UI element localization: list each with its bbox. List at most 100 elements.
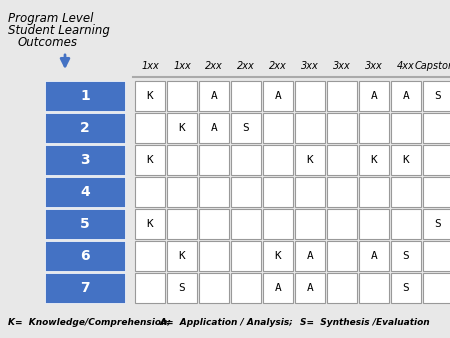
Text: K: K xyxy=(306,155,313,165)
Text: A: A xyxy=(306,283,313,293)
Bar xyxy=(199,273,229,303)
Bar xyxy=(167,81,197,111)
Bar xyxy=(45,177,125,207)
Text: 7: 7 xyxy=(80,281,90,295)
Text: Student Learning: Student Learning xyxy=(8,24,110,37)
Text: 3xx: 3xx xyxy=(365,61,383,71)
Text: Capstone: Capstone xyxy=(415,61,450,71)
Bar xyxy=(359,241,389,271)
Text: 6: 6 xyxy=(80,249,90,263)
Text: A: A xyxy=(306,251,313,261)
Bar xyxy=(391,113,421,143)
Bar xyxy=(327,145,357,175)
Bar xyxy=(359,273,389,303)
Bar xyxy=(263,81,293,111)
Text: Program Level: Program Level xyxy=(8,12,94,25)
Bar xyxy=(231,113,261,143)
Text: A: A xyxy=(371,251,378,261)
Text: Outcomes: Outcomes xyxy=(18,36,78,49)
Bar xyxy=(391,273,421,303)
Bar xyxy=(263,145,293,175)
Bar xyxy=(231,145,261,175)
Bar xyxy=(359,81,389,111)
Bar xyxy=(199,241,229,271)
Bar xyxy=(167,145,197,175)
Bar xyxy=(167,177,197,207)
Bar xyxy=(423,273,450,303)
Bar xyxy=(231,273,261,303)
Bar xyxy=(423,241,450,271)
Text: A: A xyxy=(371,91,378,101)
Bar xyxy=(423,209,450,239)
Text: K=  Knowledge/Comprehension;: K= Knowledge/Comprehension; xyxy=(8,318,171,327)
Text: A: A xyxy=(211,123,217,133)
Text: S: S xyxy=(435,219,441,229)
Bar xyxy=(45,209,125,239)
Bar xyxy=(391,241,421,271)
Bar xyxy=(199,177,229,207)
Bar xyxy=(263,241,293,271)
Bar xyxy=(359,145,389,175)
Bar xyxy=(135,177,165,207)
Bar xyxy=(45,113,125,143)
Bar xyxy=(423,81,450,111)
Text: 2xx: 2xx xyxy=(205,61,223,71)
Text: S: S xyxy=(403,251,410,261)
Text: A: A xyxy=(403,91,410,101)
Bar xyxy=(167,113,197,143)
Text: 3: 3 xyxy=(80,153,90,167)
Text: K: K xyxy=(403,155,410,165)
Bar xyxy=(199,145,229,175)
Text: S=  Synthesis /Evaluation: S= Synthesis /Evaluation xyxy=(300,318,430,327)
Text: 2: 2 xyxy=(80,121,90,135)
Bar xyxy=(391,81,421,111)
Bar xyxy=(295,145,325,175)
Text: 1: 1 xyxy=(80,89,90,103)
Bar xyxy=(423,145,450,175)
Bar xyxy=(167,209,197,239)
Text: 3xx: 3xx xyxy=(333,61,351,71)
Text: A: A xyxy=(274,283,281,293)
Bar xyxy=(135,209,165,239)
Bar xyxy=(231,81,261,111)
Text: 2xx: 2xx xyxy=(237,61,255,71)
Text: K: K xyxy=(147,155,153,165)
Bar xyxy=(391,209,421,239)
Bar xyxy=(391,145,421,175)
Bar xyxy=(231,177,261,207)
Bar xyxy=(359,113,389,143)
Text: 4xx: 4xx xyxy=(397,61,415,71)
Bar xyxy=(135,273,165,303)
Bar xyxy=(231,241,261,271)
Bar xyxy=(45,241,125,271)
Text: A=  Application / Analysis;: A= Application / Analysis; xyxy=(160,318,294,327)
Bar xyxy=(135,81,165,111)
Text: A: A xyxy=(211,91,217,101)
Bar xyxy=(199,113,229,143)
Text: S: S xyxy=(179,283,185,293)
Text: K: K xyxy=(147,219,153,229)
Bar xyxy=(327,273,357,303)
Text: K: K xyxy=(274,251,281,261)
Text: 5: 5 xyxy=(80,217,90,231)
Bar xyxy=(135,145,165,175)
Bar xyxy=(423,113,450,143)
Bar xyxy=(359,177,389,207)
Bar xyxy=(45,81,125,111)
Text: K: K xyxy=(147,91,153,101)
Bar xyxy=(327,113,357,143)
Text: S: S xyxy=(403,283,410,293)
Bar xyxy=(135,241,165,271)
Bar xyxy=(199,209,229,239)
Bar xyxy=(45,273,125,303)
Bar xyxy=(359,209,389,239)
Text: S: S xyxy=(435,91,441,101)
Bar xyxy=(167,273,197,303)
Bar xyxy=(423,177,450,207)
Text: A: A xyxy=(274,91,281,101)
Bar xyxy=(135,113,165,143)
Bar xyxy=(263,273,293,303)
Text: K: K xyxy=(371,155,378,165)
Text: 1xx: 1xx xyxy=(141,61,159,71)
Bar xyxy=(327,81,357,111)
